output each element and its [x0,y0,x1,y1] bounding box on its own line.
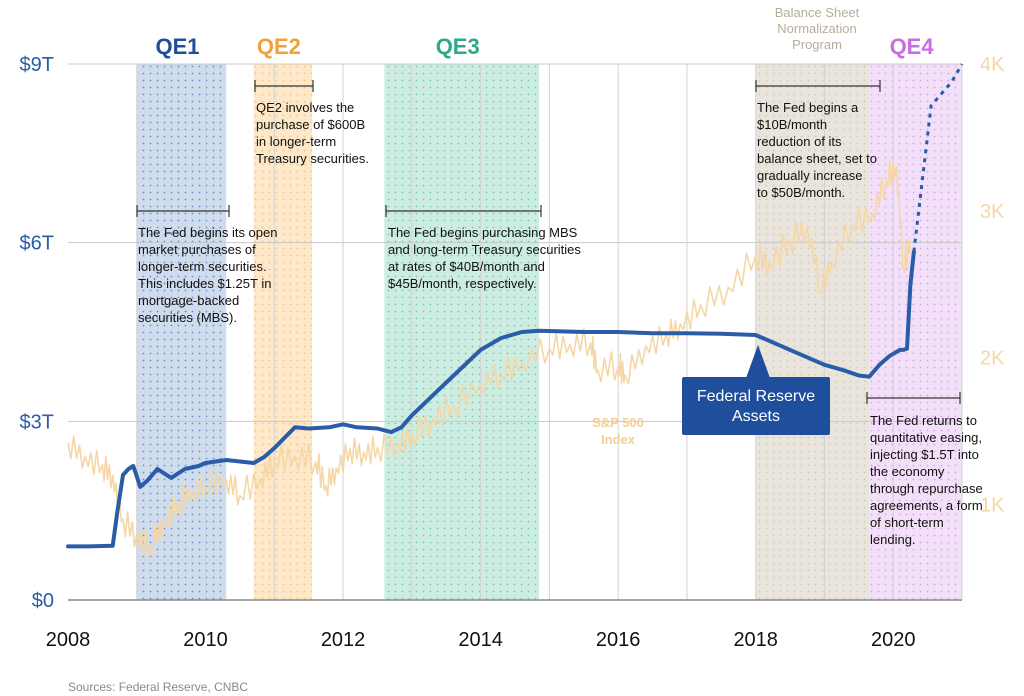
label-layer: QE1 QE2 QE3 QE4 Balance SheetNormalizationPr… [68,5,934,694]
bsn-program-label: Balance Sheet [775,5,860,20]
annotation-text: $10B/month [757,117,827,132]
annotation-text: gradually increase [757,168,863,183]
annotation-text: mortgage-backed [138,293,239,308]
program-band-texture [869,64,962,600]
sp500-label: Index [601,432,636,447]
annotation-text: purchase of $600B [256,117,365,132]
program-label: QE1 [155,34,199,59]
annotation-text: quantitative easing, [870,430,982,445]
program-band-texture [253,64,313,600]
right-axis-tick-label: 1K [980,495,1005,517]
fed-assets-line [66,249,916,549]
grid-lines [68,63,963,600]
bsn-program-label: Program [792,37,842,52]
series-layer [66,63,964,558]
annotation-text: $45B/month, respectively. [388,276,537,291]
annotation-text: Treasury securities. [256,151,369,166]
fed-assets-callout-box [682,377,830,435]
source-note: Sources: Federal Reserve, CNBC [68,680,248,694]
annotation-text: of short-term [870,515,944,530]
x-axis-tick-label: 2010 [183,629,228,651]
program-label: QE2 [257,34,301,59]
right-axis-tick-label: 3K [980,201,1005,223]
left-axis-tick-label: $0 [32,590,54,612]
annotation-text: The Fed begins purchasing MBS [388,225,578,240]
fed-assets-label: Assets [732,408,780,425]
fed-assets-callout-pointer [746,345,770,378]
x-axis-tick-label: 2012 [321,629,366,651]
annotation-text: securities (MBS). [138,310,237,325]
annotation-text: This includes $1.25T in [138,276,271,291]
x-axis-tick-label: 2008 [46,629,91,651]
left-axis-tick-label: $6T [20,233,54,255]
x-axis-tick-label: 2016 [596,629,641,651]
program-label: QE3 [436,34,480,59]
left-axis-tick-label: $9T [20,54,54,76]
annotation-text: balance sheet, set to [757,151,877,166]
fed-assets-projection-line [912,63,964,252]
x-axis-tick-label: 2018 [733,629,778,651]
right-axis-tick-label: 4K [980,54,1005,76]
annotation-text: at rates of $40B/month and [388,259,545,274]
x-axis-tick-label: 2020 [871,629,916,651]
fed-assets-label: Federal Reserve [697,388,815,405]
axis-layer: $0 $3T $6T $9T 1K 2K 3K 4K 2008 2010 2012 2014 2016 2… [20,54,1006,651]
annotation-text: the economy [870,464,945,479]
bsn-program-label: Normalization [777,21,856,36]
annotation-text: agreements, a form [870,498,983,513]
annotation-text: The Fed begins a [757,100,859,115]
right-axis-tick-label: 2K [980,348,1005,370]
annotation-text: QE2 involves the [256,100,354,115]
annotation-text: market purchases of [138,242,256,257]
sp500-label: S&P 500 [592,415,644,430]
left-axis-tick-label: $3T [20,411,54,433]
program-band-texture [755,64,870,600]
annotation-text: reduction of its [757,134,842,149]
program-bands [136,64,962,600]
annotation-text: injecting $1.5T into [870,447,979,462]
annotation-text: in longer-term [256,134,336,149]
program-band-texture [384,64,540,600]
program-band-texture [136,64,227,600]
annotation-text: The Fed returns to [870,413,977,428]
annotation-text: The Fed begins its open [138,225,277,240]
program-label: QE4 [890,34,935,59]
annotation-text: and long-term Treasury securities [388,242,581,257]
annotation-text: lending. [870,532,916,547]
annotation-text: through repurchase [870,481,983,496]
annotation-layer: The Fed begins its open market purchases … [136,80,983,547]
annotation-text: to $50B/month. [757,185,845,200]
sp500-line [67,160,912,558]
annotation-text: longer-term securities. [138,259,267,274]
x-axis-tick-label: 2014 [458,629,503,651]
